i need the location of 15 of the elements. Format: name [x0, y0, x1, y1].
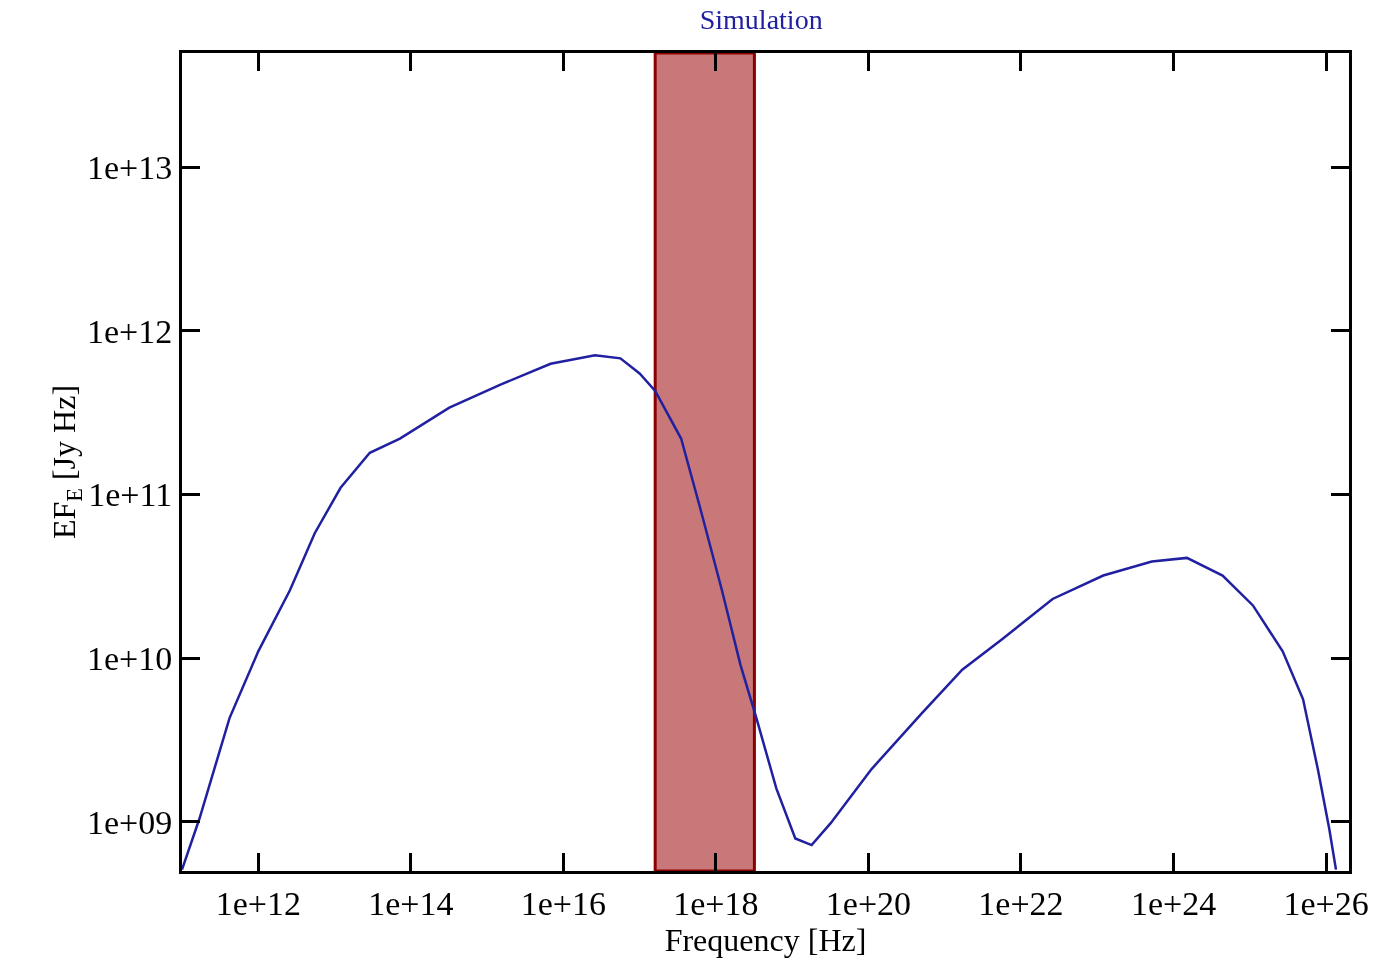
x-axis-title: Frequency [Hz] — [664, 921, 867, 958]
x-tick-label: 1e+24 — [1130, 884, 1217, 922]
y-tick-label: 1e+09 — [86, 803, 173, 841]
chart-title: Simulation — [699, 4, 823, 36]
x-tick-label: 1e+16 — [520, 884, 606, 922]
x-tick-label: 1e+14 — [368, 884, 454, 922]
y-tick-label: 1e+13 — [86, 149, 173, 187]
x-tick-label: 1e+18 — [673, 884, 759, 922]
y-tick-label: 1e+12 — [86, 312, 173, 350]
x-tick-label: 1e+26 — [1283, 884, 1369, 922]
y-tick-label: 1e+11 — [88, 476, 173, 514]
x-tick-label: 1e+20 — [825, 884, 912, 922]
y-tick-label: 1e+10 — [86, 640, 173, 678]
x-tick-label: 1e+12 — [215, 884, 301, 922]
x-tick-label: 1e+22 — [978, 884, 1064, 922]
